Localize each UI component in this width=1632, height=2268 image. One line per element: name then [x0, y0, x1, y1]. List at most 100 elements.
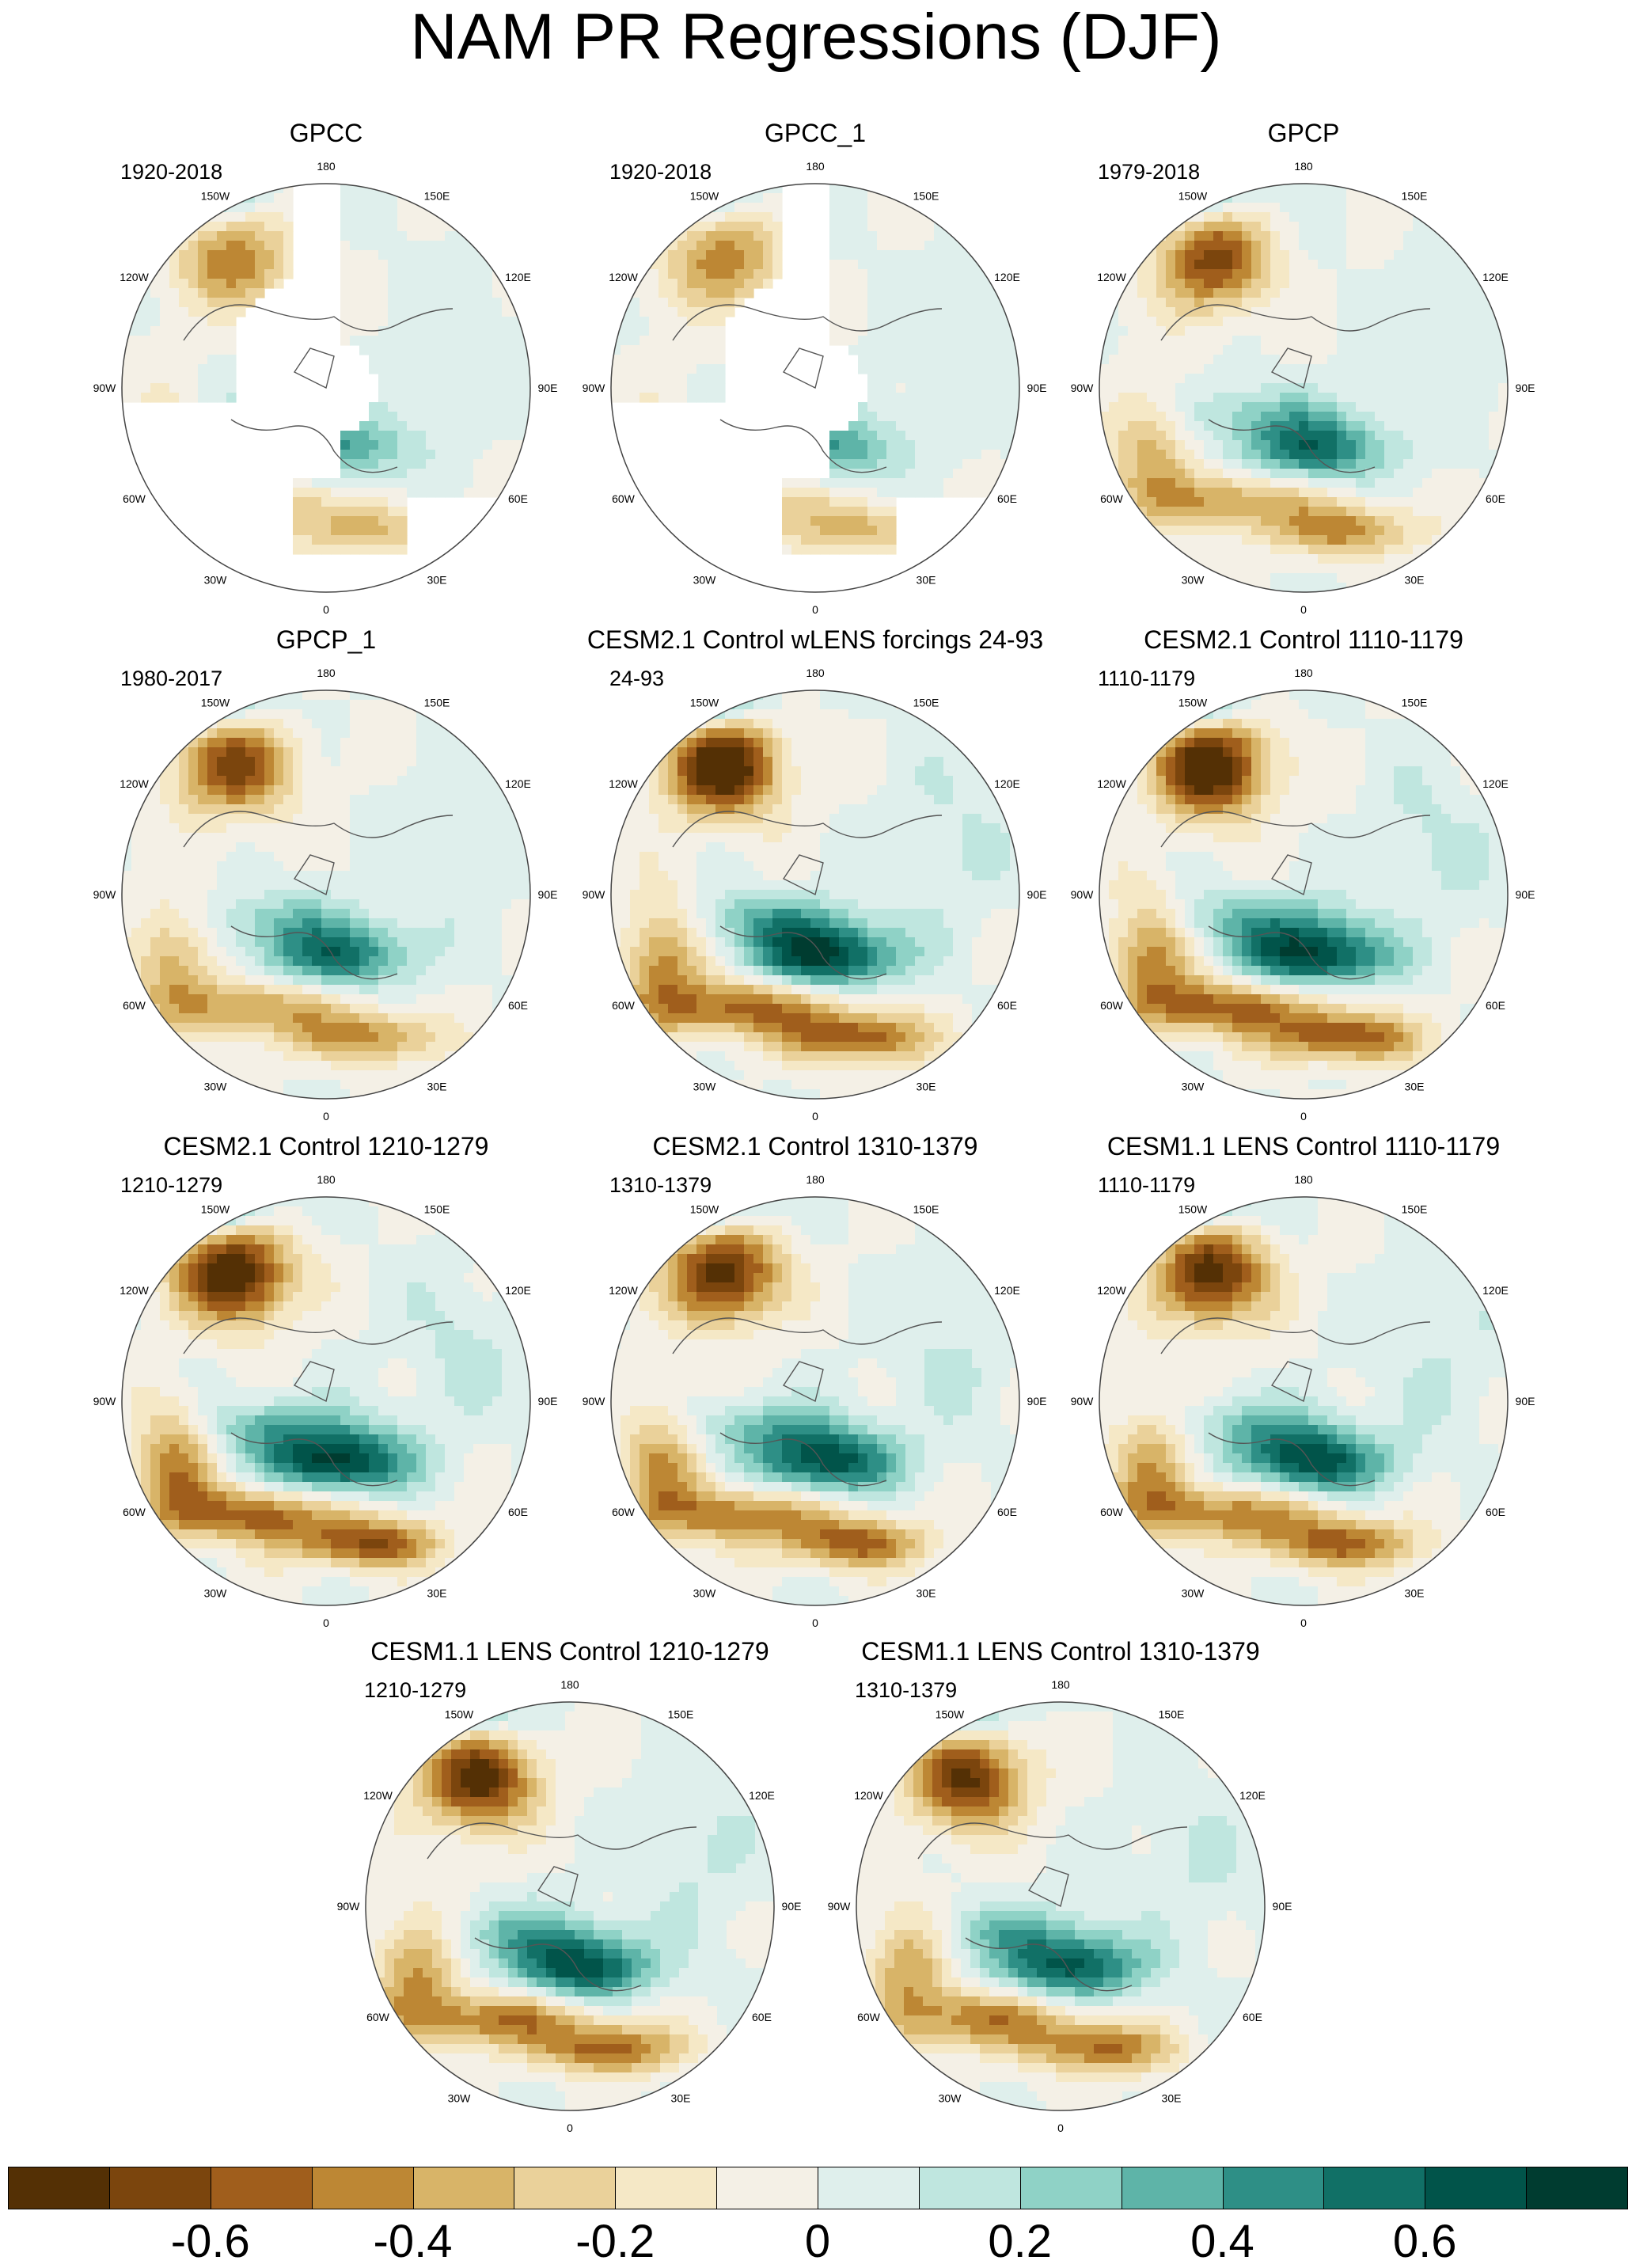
field-cell — [877, 412, 887, 422]
field-cell — [962, 374, 973, 384]
field-cell — [302, 1013, 313, 1024]
field-cell — [521, 374, 530, 384]
field-cell — [905, 374, 916, 384]
field-cell — [1337, 345, 1347, 355]
field-cell — [255, 222, 265, 232]
field-cell — [464, 1013, 474, 1024]
field-cell — [226, 1023, 237, 1033]
field-cell — [359, 937, 370, 948]
field-cell — [179, 966, 189, 976]
field-cell — [369, 842, 379, 853]
field-cell — [502, 336, 512, 346]
field-cell — [1318, 507, 1328, 517]
field-cell — [359, 222, 370, 232]
field-cell — [1318, 535, 1328, 545]
field-cell — [972, 488, 982, 498]
field-cell — [1365, 393, 1376, 403]
field-cell — [1460, 279, 1471, 289]
field-cell — [1242, 212, 1252, 222]
field-cell — [1261, 383, 1271, 393]
field-cell — [867, 212, 878, 222]
field-cell — [179, 326, 189, 336]
field-cell — [715, 250, 726, 260]
field-cell — [350, 804, 360, 815]
field-cell — [934, 431, 944, 441]
field-cell — [668, 364, 678, 374]
field-cell — [245, 1070, 256, 1081]
field-cell — [1365, 326, 1376, 336]
field-cell — [1432, 478, 1442, 488]
field-cell — [122, 364, 132, 374]
field-cell — [972, 279, 982, 289]
field-cell — [1213, 393, 1224, 403]
field-cell — [1384, 355, 1395, 365]
field-cell — [1166, 393, 1176, 403]
field-cell — [435, 785, 446, 796]
field-cell — [407, 1032, 417, 1043]
field-cell — [302, 766, 313, 777]
field-cell — [369, 231, 379, 241]
field-cell — [397, 1051, 408, 1062]
field-cell — [179, 861, 189, 872]
field-cell — [483, 345, 493, 355]
field-cell — [369, 241, 379, 251]
field-cell — [1299, 469, 1309, 479]
field-cell — [1223, 526, 1233, 536]
field-cell — [1308, 326, 1319, 336]
field-cell — [435, 909, 446, 919]
field-cell — [160, 909, 170, 919]
field-cell — [236, 1061, 246, 1071]
field-cell — [1251, 298, 1262, 308]
field-cell — [217, 909, 227, 919]
field-cell — [454, 1032, 465, 1043]
field-cell — [397, 478, 408, 488]
field-cell — [359, 497, 370, 507]
field-cell — [677, 393, 688, 403]
field-cell — [407, 193, 417, 203]
field-cell — [331, 1080, 341, 1090]
field-cell — [454, 440, 465, 450]
field-cell — [160, 298, 170, 308]
field-cell — [340, 928, 351, 938]
field-cell — [649, 326, 659, 336]
field-cell — [312, 719, 322, 729]
field-cell — [245, 842, 256, 853]
field-cell — [160, 966, 170, 976]
field-cell — [1432, 336, 1442, 346]
field-cell — [407, 336, 417, 346]
field-cell — [1185, 298, 1195, 308]
field-cell — [198, 374, 208, 384]
longitude-label: 60E — [508, 999, 528, 1012]
field-cell — [369, 412, 379, 422]
field-cell — [359, 250, 370, 260]
field-cell — [772, 709, 783, 720]
field-cell — [397, 890, 408, 900]
field-cell — [658, 336, 669, 346]
field-cell — [1489, 431, 1499, 441]
field-cell — [1318, 336, 1328, 346]
field-cell — [312, 1070, 322, 1081]
field-cell — [649, 345, 659, 355]
field-cell — [1441, 260, 1452, 270]
field-cell — [905, 440, 916, 450]
field-cell — [715, 212, 726, 222]
field-cell — [388, 269, 398, 279]
field-cell — [1213, 269, 1224, 279]
field-cell — [877, 402, 887, 412]
field-cell — [1000, 355, 1011, 365]
field-cell — [1118, 307, 1129, 317]
field-cell — [426, 260, 436, 270]
field-cell — [1451, 298, 1461, 308]
field-cell — [473, 478, 484, 488]
field-cell — [359, 1051, 370, 1062]
field-cell — [464, 918, 474, 929]
field-cell — [150, 374, 161, 384]
field-cell — [445, 279, 455, 289]
field-cell — [378, 1013, 389, 1024]
field-cell — [407, 776, 417, 786]
field-cell — [407, 700, 417, 710]
field-cell — [658, 355, 669, 365]
field-cell — [1346, 212, 1357, 222]
field-cell — [801, 535, 811, 545]
field-cell — [473, 814, 484, 824]
